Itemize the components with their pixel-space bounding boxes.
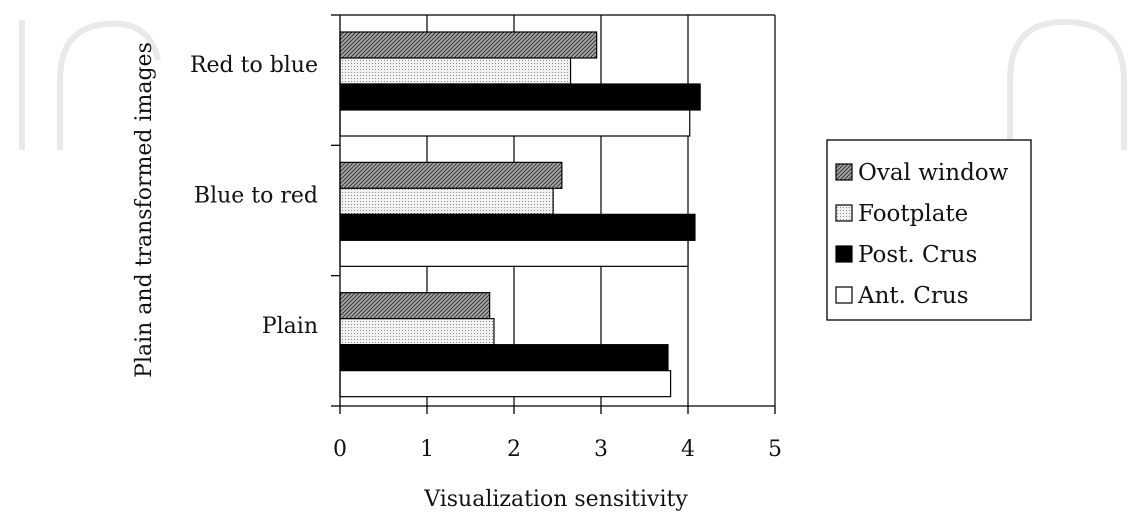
bar: [339, 187, 554, 215]
category-label: Red to blue: [190, 53, 318, 78]
bar: [339, 370, 672, 398]
watermark-logo: [19, 18, 1127, 150]
legend-swatch: [835, 204, 853, 222]
category-label: Plain: [262, 314, 318, 339]
bar: [339, 109, 691, 137]
bar: [339, 161, 563, 189]
legend: Oval window Footplate Post. Crus Ant. Crus: [826, 139, 1032, 321]
x-tick-label: 3: [594, 437, 608, 462]
y-category-labels: Red to blue Blue to red Plain: [190, 53, 318, 339]
x-tick-label: 0: [333, 437, 347, 462]
bar: [339, 213, 696, 241]
bar: [339, 83, 701, 111]
bar: [339, 57, 572, 85]
legend-swatch: [835, 245, 853, 263]
bar: [339, 344, 669, 372]
x-tick-label: 1: [420, 437, 434, 462]
x-tick-label: 2: [507, 437, 521, 462]
legend-label: Oval window: [858, 160, 1009, 186]
legend-box: [826, 139, 1032, 321]
axes: [331, 14, 776, 414]
x-axis-title: Visualization sensitivity: [423, 487, 688, 512]
legend-label: Ant. Crus: [857, 283, 969, 309]
legend-label: Footplate: [858, 201, 968, 227]
x-tick-label: 5: [768, 437, 782, 462]
bar: [339, 292, 491, 320]
legend-label: Post. Crus: [858, 242, 977, 268]
y-axis-title: Plain and transformed images: [132, 42, 157, 378]
bar: [339, 31, 598, 59]
x-tick-labels: 0 1 2 3 4 5: [333, 437, 782, 462]
bar: [339, 318, 495, 346]
legend-swatch: [835, 286, 853, 304]
bars: [339, 31, 701, 398]
x-tick-label: 4: [681, 437, 695, 462]
legend-swatch: [835, 163, 853, 181]
category-label: Blue to red: [194, 184, 318, 209]
bar: [339, 239, 689, 267]
